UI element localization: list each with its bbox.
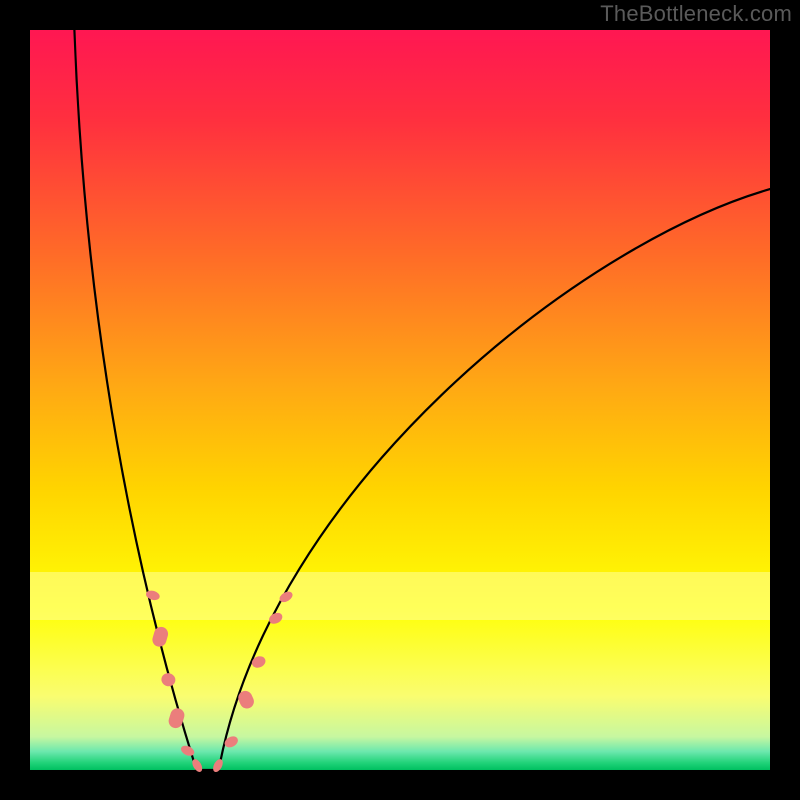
chart-svg bbox=[0, 0, 800, 800]
chart-stage: TheBottleneck.com bbox=[0, 0, 800, 800]
watermark-text: TheBottleneck.com bbox=[600, 1, 792, 27]
pale-band bbox=[30, 572, 770, 620]
plot-background bbox=[30, 30, 770, 770]
